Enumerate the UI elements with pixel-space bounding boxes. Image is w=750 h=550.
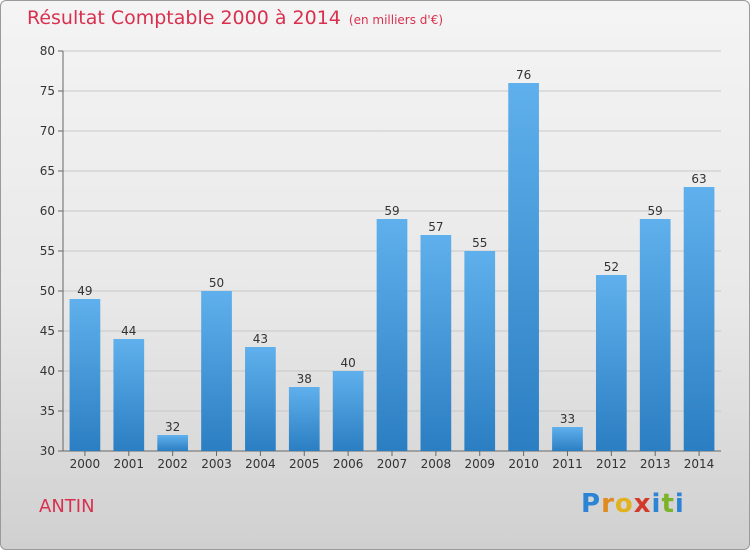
y-tick-label: 70	[40, 124, 55, 138]
logo-letter: r	[601, 489, 615, 519]
bar-value-label: 55	[472, 236, 487, 250]
bar-2008	[420, 235, 452, 451]
bar-2014	[683, 187, 715, 451]
proxiti-logo: Proxiti	[581, 489, 685, 519]
y-tick-label: 40	[40, 364, 55, 378]
bar-value-label: 59	[384, 204, 399, 218]
y-tick-label: 65	[40, 164, 55, 178]
bar-2000	[69, 299, 101, 451]
x-tick-label: 2013	[640, 457, 671, 471]
unit-label: (en milliers d'€)	[348, 13, 444, 27]
x-tick-label: 2005	[289, 457, 320, 471]
bar-value-label: 52	[604, 260, 619, 274]
chart-title: Résultat Comptable 2000 à 2014 (en millie…	[27, 7, 443, 29]
bar-value-label: 59	[648, 204, 663, 218]
x-tick-label: 2006	[333, 457, 364, 471]
bar-value-label: 50	[209, 276, 224, 290]
y-tick-label: 55	[40, 244, 55, 258]
bar-2007	[376, 219, 408, 451]
y-tick-label: 45	[40, 324, 55, 338]
x-tick-label: 2000	[70, 457, 101, 471]
y-tick-label: 75	[40, 84, 55, 98]
bar-2001	[113, 339, 145, 451]
bar-2009	[464, 251, 496, 451]
commune-name: ANTIN	[39, 496, 95, 517]
x-tick-label: 2014	[684, 457, 715, 471]
bar-2004	[245, 347, 276, 451]
bar-2006	[332, 371, 364, 451]
x-tick-label: 2008	[421, 457, 452, 471]
y-tick-label: 80	[40, 44, 55, 58]
bar-value-label: 38	[297, 372, 312, 386]
x-tick-label: 2004	[245, 457, 276, 471]
bar-value-label: 44	[121, 324, 136, 338]
logo-letter: x	[633, 489, 652, 519]
bar-2005	[288, 387, 320, 451]
bar-2002	[157, 435, 189, 451]
x-tick-label: 2012	[596, 457, 627, 471]
x-tick-label: 2009	[464, 457, 495, 471]
bar-value-label: 76	[516, 68, 531, 82]
y-tick-label: 30	[40, 444, 55, 458]
bar-value-label: 43	[253, 332, 268, 346]
bar-2012	[595, 275, 627, 451]
bar-2003	[201, 291, 232, 451]
logo-letter: o	[614, 489, 634, 519]
y-tick-label: 50	[40, 284, 55, 298]
bar-value-label: 57	[428, 220, 443, 234]
x-tick-label: 2007	[377, 457, 408, 471]
bar-value-label: 49	[77, 284, 92, 298]
x-tick-label: 2002	[157, 457, 188, 471]
bar-value-label: 40	[340, 356, 355, 370]
bar-value-label: 33	[560, 412, 575, 426]
x-tick-label: 2011	[552, 457, 583, 471]
logo-letter: i	[651, 489, 662, 519]
bar-value-label: 32	[165, 420, 180, 434]
x-tick-label: 2010	[508, 457, 539, 471]
bar-2010	[508, 83, 539, 451]
bar-2013	[639, 219, 671, 451]
bar-value-label: 63	[691, 172, 706, 186]
x-tick-label: 2003	[201, 457, 232, 471]
y-tick-label: 35	[40, 404, 55, 418]
logo-letter: i	[674, 489, 685, 519]
x-tick-label: 2001	[114, 457, 145, 471]
title-text: Résultat Comptable 2000 à 2014	[27, 7, 341, 29]
bar-2011	[552, 427, 583, 451]
logo-letter: P	[581, 489, 602, 519]
logo-letter: t	[661, 489, 675, 519]
y-tick-label: 60	[40, 204, 55, 218]
